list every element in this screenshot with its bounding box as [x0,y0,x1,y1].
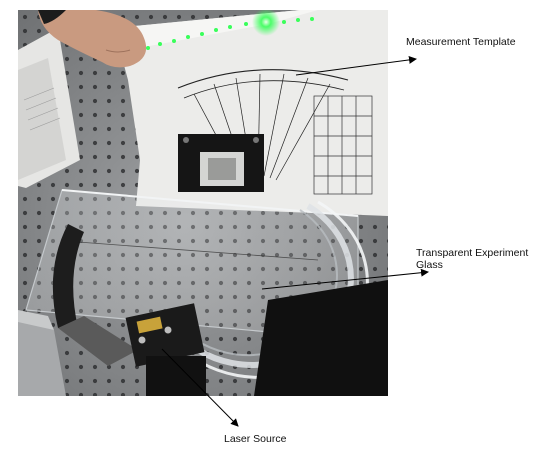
experiment-photo [18,10,388,396]
optical-mount [178,134,264,192]
label-measurement-template: Measurement Template [406,36,516,48]
dark-panel [254,280,388,396]
gray-box [18,320,66,396]
template-table [313,95,373,195]
label-laser-source: Laser Source [224,433,287,445]
laser-dots [146,17,314,50]
laser-spot [252,10,280,36]
left-holder [52,224,84,328]
label-transparent-glass: Transparent Experiment Glass [416,247,529,271]
hand [38,10,147,68]
